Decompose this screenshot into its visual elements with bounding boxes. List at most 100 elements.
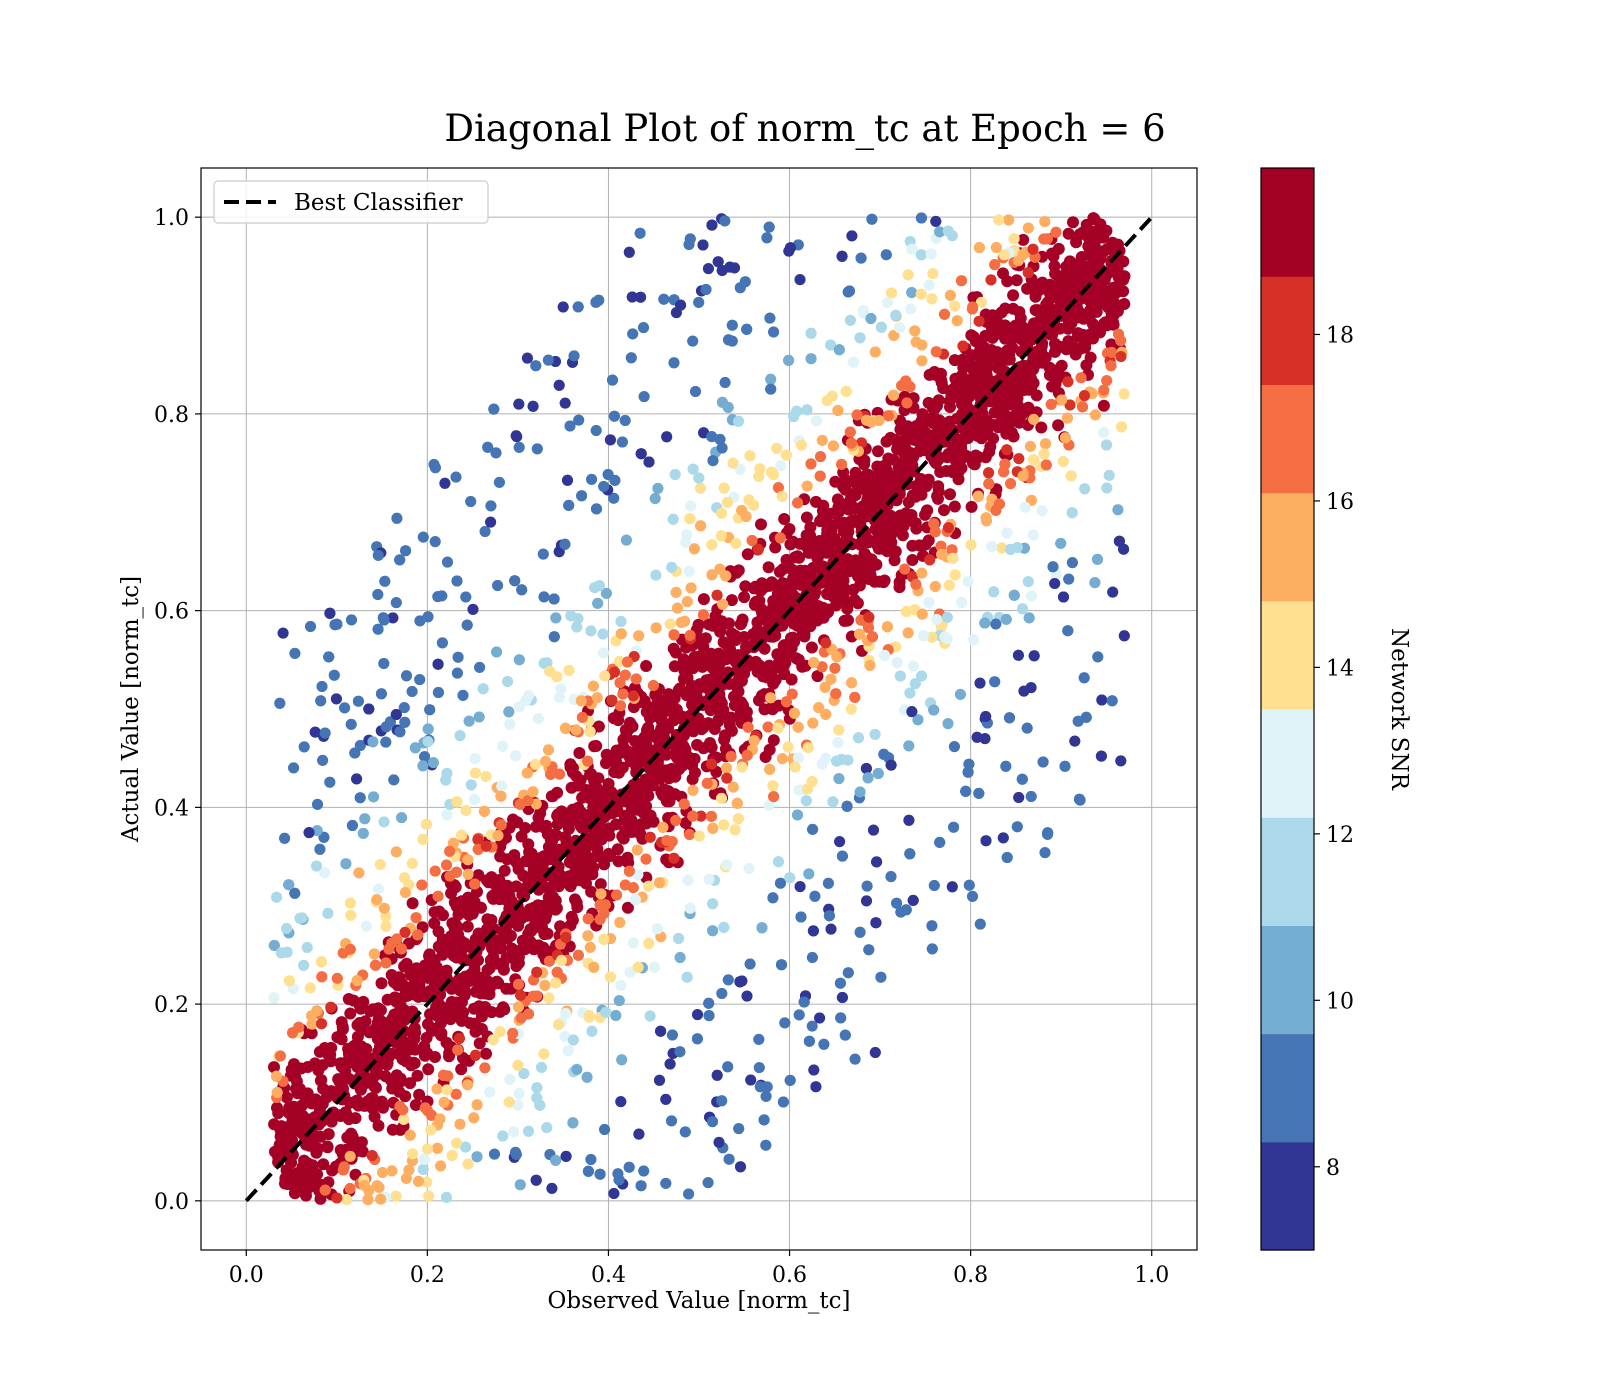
- scatter-point: [462, 868, 474, 880]
- scatter-point: [431, 1083, 443, 1095]
- scatter-point: [585, 625, 597, 637]
- scatter-point: [702, 618, 715, 631]
- scatter-point: [759, 751, 772, 763]
- scatter-point: [951, 412, 964, 425]
- scatter-point: [963, 879, 975, 891]
- scatter-point: [1049, 345, 1061, 358]
- scatter-point: [586, 1025, 598, 1037]
- scatter-point: [679, 817, 692, 829]
- scatter-point: [827, 796, 839, 808]
- scatter-point: [506, 942, 518, 955]
- scatter-point: [635, 1180, 647, 1192]
- scatter-point: [399, 716, 411, 728]
- scatter-point: [331, 972, 343, 984]
- scatter-point: [865, 553, 878, 566]
- scatter-point: [1021, 722, 1033, 734]
- scatter-point: [432, 890, 444, 902]
- scatter-point: [1000, 384, 1012, 397]
- scatter-point: [524, 923, 537, 936]
- scatter-point: [543, 992, 555, 1004]
- scatter-point: [1045, 398, 1057, 410]
- scatter-point: [530, 820, 542, 833]
- scatter-point: [657, 747, 670, 760]
- scatter-point: [355, 1040, 368, 1053]
- scatter-point: [493, 874, 506, 886]
- scatter-point: [935, 429, 948, 442]
- scatter-point: [692, 618, 705, 631]
- scatter-point: [854, 628, 865, 640]
- scatter-point: [595, 888, 607, 900]
- scatter-point: [588, 740, 601, 753]
- scatter-point: [550, 1154, 562, 1166]
- scatter-point: [306, 1010, 317, 1022]
- scatter-point: [1083, 331, 1096, 344]
- scatter-point: [1059, 760, 1071, 772]
- scatter-point: [693, 830, 705, 842]
- scatter-point: [1025, 682, 1037, 694]
- scatter-point: [572, 949, 584, 961]
- scatter-point: [530, 360, 542, 372]
- scatter-point: [968, 634, 979, 646]
- scatter-point: [322, 1128, 335, 1141]
- scatter-point: [743, 863, 755, 874]
- scatter-point: [828, 536, 841, 549]
- scatter-point: [393, 1085, 406, 1098]
- scatter-point: [916, 339, 928, 351]
- scatter-point: [926, 943, 938, 955]
- scatter-point: [773, 856, 784, 868]
- scatter-point: [468, 963, 481, 975]
- scatter-point: [525, 847, 538, 860]
- scatter-point: [510, 430, 522, 442]
- scatter-point: [1001, 275, 1014, 288]
- scatter-point: [538, 1048, 550, 1060]
- scatter-point: [510, 880, 523, 893]
- scatter-point: [717, 598, 729, 610]
- scatter-point: [830, 550, 843, 563]
- scatter-point: [1011, 821, 1023, 833]
- scatter-point: [820, 546, 833, 559]
- scatter-point: [1066, 557, 1078, 569]
- scatter-point: [493, 476, 505, 488]
- scatter-point: [1101, 482, 1113, 494]
- scatter-point: [879, 649, 891, 661]
- scatter-point: [383, 943, 395, 955]
- scatter-point: [334, 1144, 347, 1156]
- scatter-point: [764, 763, 776, 775]
- scatter-point: [811, 415, 822, 427]
- scatter-point: [989, 676, 1001, 688]
- scatter-point: [453, 946, 466, 959]
- scatter-point: [912, 714, 924, 726]
- scatter-point: [785, 613, 798, 626]
- scatter-point: [395, 1008, 408, 1021]
- scatter-point: [577, 839, 590, 852]
- scatter-point: [306, 1018, 318, 1030]
- scatter-point: [1023, 612, 1035, 624]
- scatter-point: [407, 1148, 419, 1160]
- scatter-point: [375, 1095, 388, 1108]
- scatter-point: [346, 614, 357, 626]
- scatter-point: [340, 858, 352, 870]
- scatter-point: [608, 410, 620, 422]
- scatter-point: [383, 1029, 396, 1042]
- scatter-point: [805, 641, 818, 654]
- scatter-point: [409, 742, 421, 754]
- scatter-point: [705, 741, 718, 754]
- scatter-point: [511, 816, 524, 829]
- scatter-point: [990, 618, 1002, 630]
- scatter-point: [808, 589, 821, 601]
- scatter-point: [559, 1031, 571, 1042]
- scatter-point: [594, 878, 607, 891]
- scatter-point: [1084, 351, 1097, 364]
- scatter-point: [832, 737, 844, 748]
- scatter-point: [390, 597, 402, 609]
- scatter-point: [945, 389, 958, 402]
- scatter-point: [1003, 353, 1016, 366]
- scatter-point: [679, 1126, 691, 1138]
- scatter-point: [386, 1123, 399, 1136]
- scatter-point: [293, 1082, 306, 1095]
- scatter-point: [1007, 289, 1020, 302]
- scatter-point: [761, 232, 773, 244]
- scatter-point: [722, 1061, 734, 1073]
- scatter-point: [536, 1061, 547, 1073]
- scatter-point: [390, 1069, 403, 1082]
